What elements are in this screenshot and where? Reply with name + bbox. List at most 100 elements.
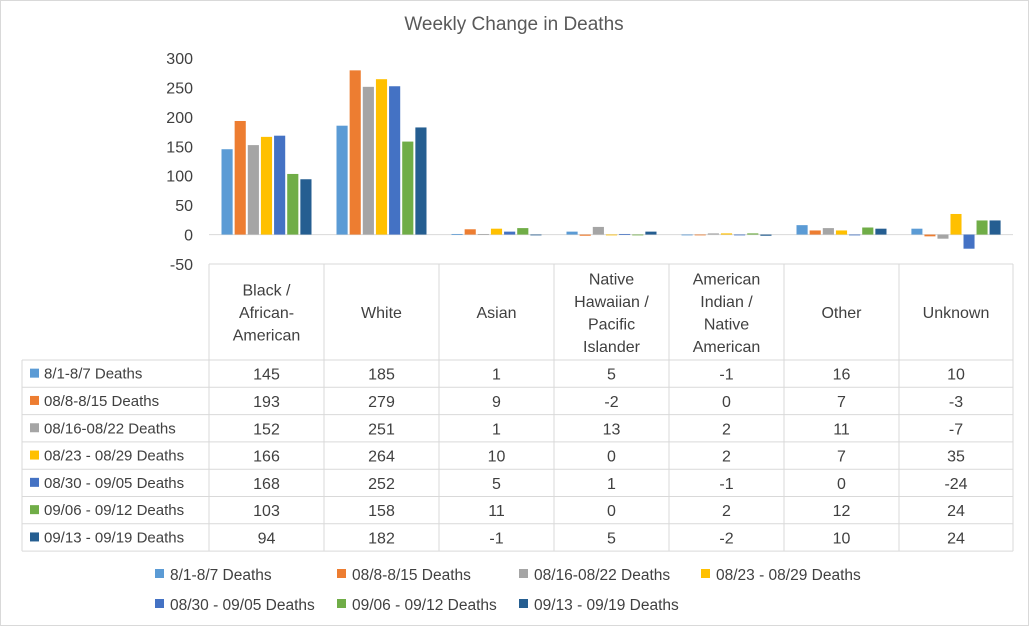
- legend-label: 08/8-8/15 Deaths: [352, 567, 471, 584]
- bar: [451, 233, 463, 235]
- bar: [645, 231, 657, 235]
- bar: [260, 136, 273, 235]
- legend-label: 08/23 - 08/29 Deaths: [716, 567, 861, 584]
- legend-label: 09/13 - 09/19 Deaths: [534, 597, 679, 614]
- table-cell-value: 2: [722, 421, 731, 438]
- bar: [809, 230, 821, 235]
- bar: [747, 233, 759, 235]
- bar: [300, 179, 312, 235]
- chart-title: Weekly Change in Deaths: [404, 14, 623, 35]
- bar: [734, 234, 746, 236]
- bar: [389, 86, 401, 235]
- table-cell-value: 94: [258, 530, 276, 547]
- category-label: Native Hawaiian / Pacific Islander: [574, 271, 649, 356]
- bar: [504, 231, 516, 235]
- table-cell-value: 252: [368, 476, 395, 493]
- bar: [221, 149, 233, 235]
- table-cell-value: 7: [837, 449, 846, 466]
- bar: [415, 127, 427, 235]
- table-cell-value: 12: [833, 503, 851, 520]
- bar: [274, 135, 286, 235]
- bar: [707, 233, 719, 235]
- table-cell-value: 5: [607, 530, 616, 547]
- category-label-line: American: [693, 271, 761, 288]
- y-tick-label: 250: [166, 80, 193, 97]
- table-cell-value: 2: [722, 449, 731, 466]
- bar: [937, 234, 949, 239]
- legend-swatch: [337, 569, 346, 578]
- bar: [963, 234, 975, 249]
- y-tick-label: 150: [166, 139, 193, 156]
- row-legend-swatch: [30, 450, 39, 460]
- table-cell-value: 158: [368, 503, 395, 520]
- table-cell-value: 10: [947, 367, 965, 384]
- bar: [950, 213, 962, 235]
- category-label-line: African-: [239, 305, 294, 322]
- table-cell-value: 9: [492, 394, 501, 411]
- bar: [349, 70, 361, 235]
- category-label-line: Native: [704, 316, 749, 333]
- bar: [875, 228, 887, 235]
- y-tick-label: 0: [184, 228, 193, 245]
- bar: [566, 231, 578, 235]
- table-cell-value: 103: [253, 503, 280, 520]
- category-label-line: Unknown: [923, 305, 990, 322]
- table-cell-value: 145: [253, 367, 280, 384]
- table-cell-value: 5: [607, 367, 616, 384]
- legend-label: 08/30 - 09/05 Deaths: [170, 597, 315, 614]
- bar: [632, 234, 644, 236]
- bar: [822, 228, 834, 235]
- table-cell-value: 13: [603, 421, 621, 438]
- table-cell-value: -3: [949, 394, 963, 411]
- legend-swatch: [519, 599, 528, 608]
- y-tick-label: 100: [166, 169, 193, 186]
- row-label: 08/23 - 08/29 Deaths: [44, 448, 184, 465]
- table-cell-value: 0: [837, 476, 846, 493]
- table-cell-value: 279: [368, 394, 395, 411]
- bar: [362, 86, 374, 235]
- bar: [579, 234, 591, 236]
- table-cell-value: -1: [489, 530, 503, 547]
- table-cell-value: -1: [719, 367, 733, 384]
- table-cell-value: 24: [947, 530, 965, 547]
- row-legend-swatch: [30, 477, 39, 487]
- bar: [247, 145, 259, 235]
- legend-label: 8/1-8/7 Deaths: [170, 567, 272, 584]
- bar: [976, 220, 988, 235]
- bar: [681, 234, 693, 236]
- table-cell-value: 5: [492, 476, 501, 493]
- category-label: White: [361, 305, 402, 322]
- row-legend-swatch: [30, 532, 39, 542]
- row-label: 08/16-08/22 Deaths: [44, 420, 176, 437]
- row-label: 08/8-8/15 Deaths: [44, 393, 159, 410]
- bar: [336, 125, 348, 235]
- table-cell-value: 168: [253, 476, 280, 493]
- table-cell-value: 1: [492, 421, 501, 438]
- bar: [592, 226, 604, 235]
- row-legend-swatch: [30, 395, 39, 405]
- table-cell-value: -2: [719, 530, 733, 547]
- row-legend-swatch: [30, 505, 39, 515]
- bar: [287, 173, 299, 235]
- table-cell-value: 0: [607, 449, 616, 466]
- legend-swatch: [155, 569, 164, 578]
- category-label: American Indian / Native American: [693, 271, 761, 356]
- table-cell-value: 11: [488, 503, 505, 520]
- category-label-line: Pacific: [588, 316, 635, 333]
- y-tick-label: 300: [166, 51, 193, 68]
- y-tick-label: -50: [170, 257, 193, 274]
- bar: [477, 233, 489, 235]
- legend-swatch: [701, 569, 710, 578]
- bar: [490, 228, 503, 235]
- bar: [694, 234, 706, 236]
- bar: [862, 227, 874, 235]
- bar: [924, 234, 936, 237]
- bar: [619, 233, 631, 235]
- bar: [517, 228, 529, 235]
- legend-swatch: [519, 569, 528, 578]
- table-cell-value: 11: [833, 421, 850, 438]
- bar: [911, 228, 923, 235]
- table-cell-value: 264: [368, 449, 395, 466]
- row-label: 09/13 - 09/19 Deaths: [44, 529, 184, 546]
